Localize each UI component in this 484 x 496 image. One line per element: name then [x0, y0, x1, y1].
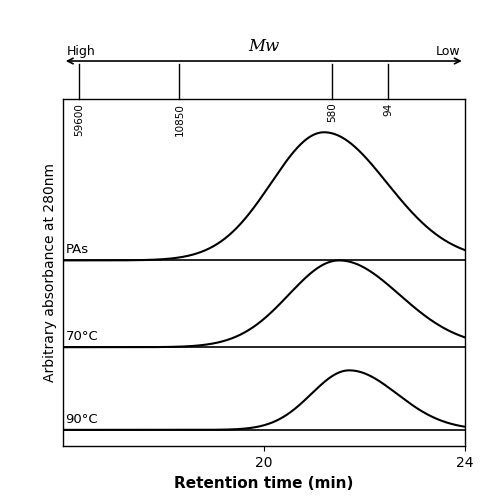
Y-axis label: Arbitrary absorbance at 280nm: Arbitrary absorbance at 280nm: [44, 163, 58, 382]
Text: 94: 94: [383, 103, 393, 116]
Text: 580: 580: [327, 103, 337, 123]
Text: Low: Low: [436, 45, 461, 58]
Text: 70°C: 70°C: [65, 330, 98, 343]
Text: Mw: Mw: [248, 38, 279, 55]
Text: 59600: 59600: [74, 103, 84, 135]
Text: PAs: PAs: [65, 243, 89, 256]
Text: 10850: 10850: [174, 103, 184, 135]
Text: High: High: [67, 45, 96, 58]
X-axis label: Retention time (min): Retention time (min): [174, 476, 353, 491]
Text: 90°C: 90°C: [65, 413, 98, 426]
